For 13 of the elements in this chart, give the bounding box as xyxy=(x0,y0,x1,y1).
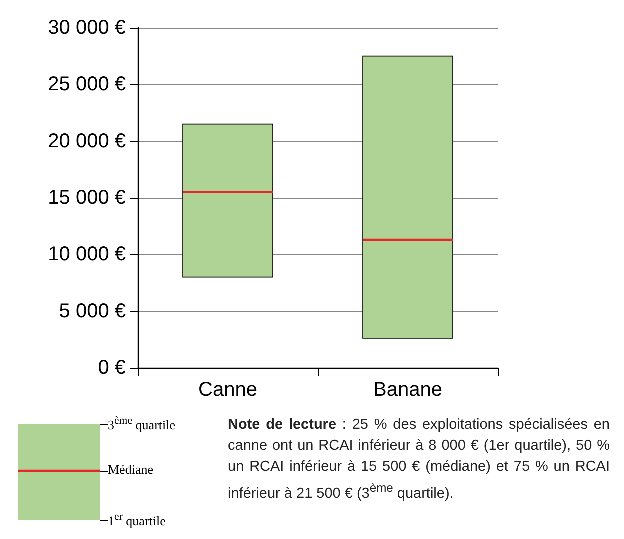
y-tick-label: 15 000 € xyxy=(48,187,126,209)
y-tick-label: 30 000 € xyxy=(48,17,126,39)
text: Médiane xyxy=(108,462,154,478)
text: 1$^{er}$ quartile xyxy=(108,511,166,530)
text: Note de lecture xyxy=(228,417,337,433)
x-tick-label: Canne xyxy=(198,379,258,401)
x-tick-label: Banane xyxy=(374,379,442,401)
y-tick-label: 0 € xyxy=(98,357,126,379)
y-tick-label: 25 000 € xyxy=(48,74,126,96)
text: 3$^{ème}$ quartile xyxy=(108,415,176,434)
y-tick-label: 5 000 € xyxy=(59,300,126,322)
y-tick-label: 10 000 € xyxy=(48,244,126,266)
y-tick-label: 20 000 € xyxy=(48,130,126,152)
